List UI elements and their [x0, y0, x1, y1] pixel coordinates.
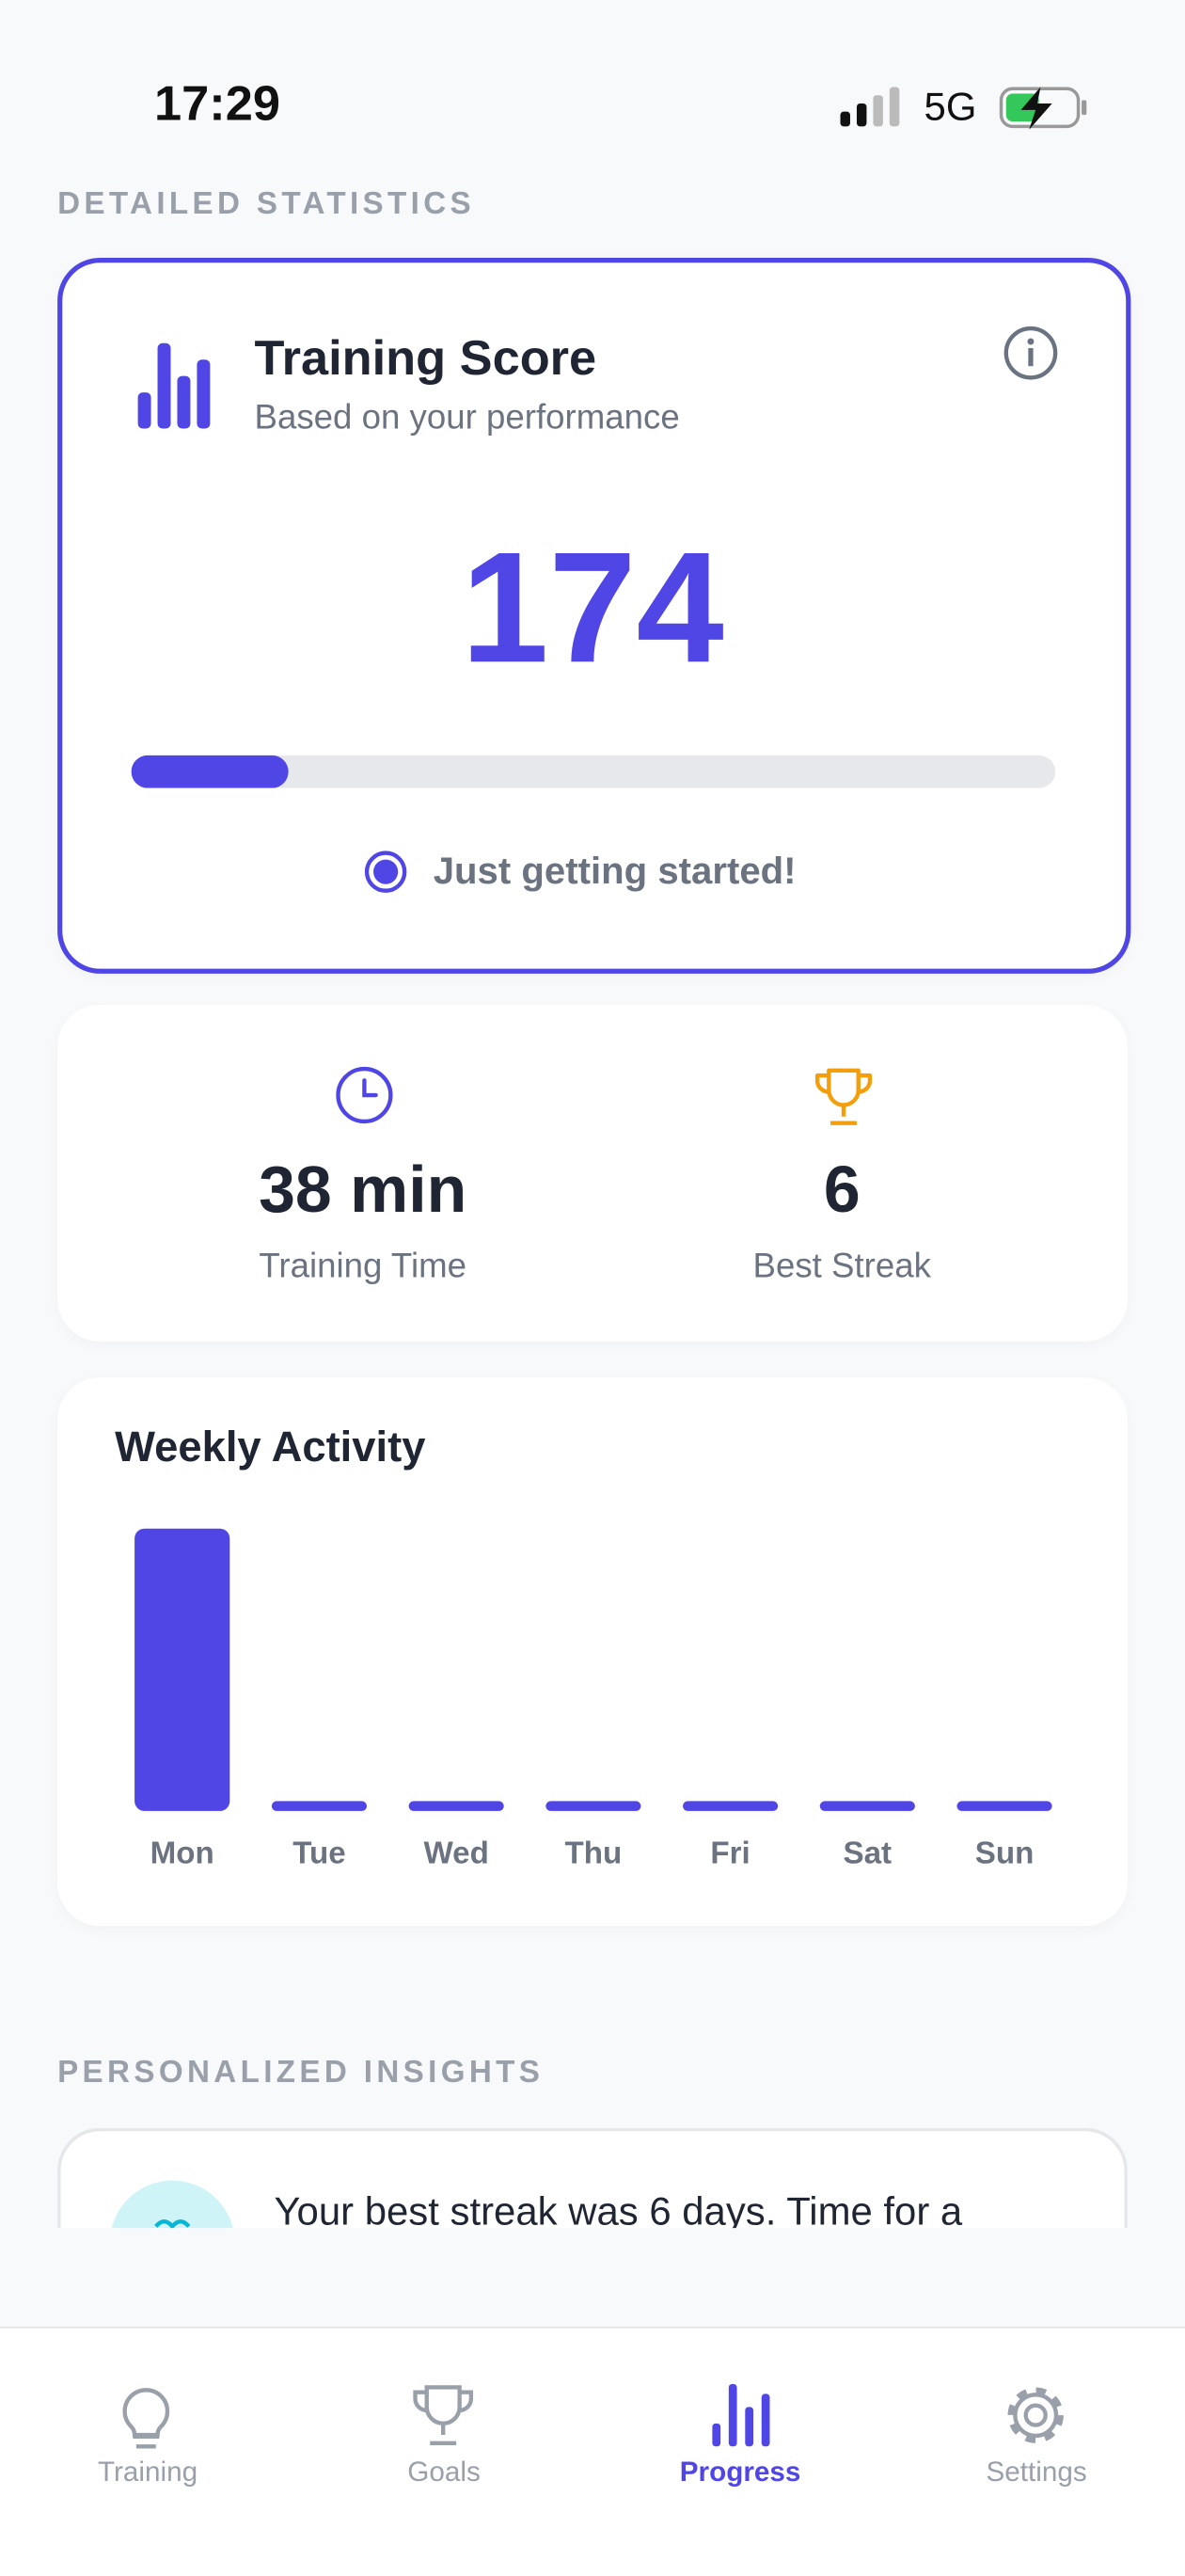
x-tick-label: Sun — [975, 1837, 1035, 1871]
status-dot — [364, 851, 407, 893]
bar — [271, 1801, 368, 1811]
x-tick-label: Wed — [423, 1837, 488, 1871]
score-title: Training Score — [254, 331, 597, 387]
tab[interactable]: Goals — [407, 2456, 481, 2488]
chart: Weekly Activity Mon Tue Wed Thu Fri Sat Sun — [115, 1423, 1052, 1871]
section-title: PERSONALIZED INSIGHTS — [57, 2055, 545, 2091]
score-subtitle: Based on your performance — [254, 399, 680, 437]
chart-card — [57, 1377, 1128, 1927]
tab[interactable]: Progress — [679, 2456, 801, 2488]
info-button[interactable] — [1002, 324, 1061, 383]
section-title: DETAILED STATISTICS — [57, 186, 476, 222]
x-tick-label: Sat — [844, 1837, 893, 1871]
tab-bar — [0, 2326, 1185, 2576]
stats-card — [57, 1005, 1128, 1342]
time: 17:29 — [154, 77, 280, 132]
score-value: 174 — [461, 520, 724, 696]
score-card — [57, 257, 1131, 974]
bar — [682, 1801, 779, 1811]
stat-value: 6 — [823, 1153, 861, 1227]
stat-label: Best Streak — [752, 1248, 931, 1286]
x-tick-label: Mon — [150, 1837, 214, 1871]
clock-icon — [336, 1066, 393, 1124]
stat-label: Training Time — [259, 1248, 467, 1286]
tab-icons — [122, 2383, 1064, 2449]
progress-fill — [131, 755, 289, 788]
x-tick-label: Tue — [292, 1837, 345, 1871]
score-status: Just getting started! — [433, 849, 797, 892]
insight-icon — [111, 2180, 233, 2229]
status-icons — [840, 87, 1087, 130]
bar — [819, 1801, 915, 1811]
stat-value: 38 min — [259, 1153, 467, 1227]
network: 5G — [924, 85, 977, 130]
insight-clip: Your best streak was 6 days. Time for a — [57, 2127, 1128, 2229]
score-progress — [131, 755, 1056, 788]
bar — [408, 1801, 504, 1811]
tab[interactable]: Settings — [986, 2456, 1087, 2488]
bar — [545, 1801, 641, 1811]
x-tick-label: Fri — [710, 1837, 750, 1871]
insight-card[interactable] — [57, 2127, 1128, 2229]
bar — [134, 1528, 230, 1811]
chart-icon — [137, 342, 211, 429]
x-tick-label: Thu — [565, 1837, 623, 1871]
bar — [956, 1801, 1052, 1811]
chart-title: Weekly Activity — [115, 1423, 425, 1471]
trophy-icon — [814, 1068, 873, 1125]
tab[interactable]: Training — [98, 2456, 198, 2488]
insight-text: Your best streak was 6 days. Time for a — [274, 2190, 963, 2229]
